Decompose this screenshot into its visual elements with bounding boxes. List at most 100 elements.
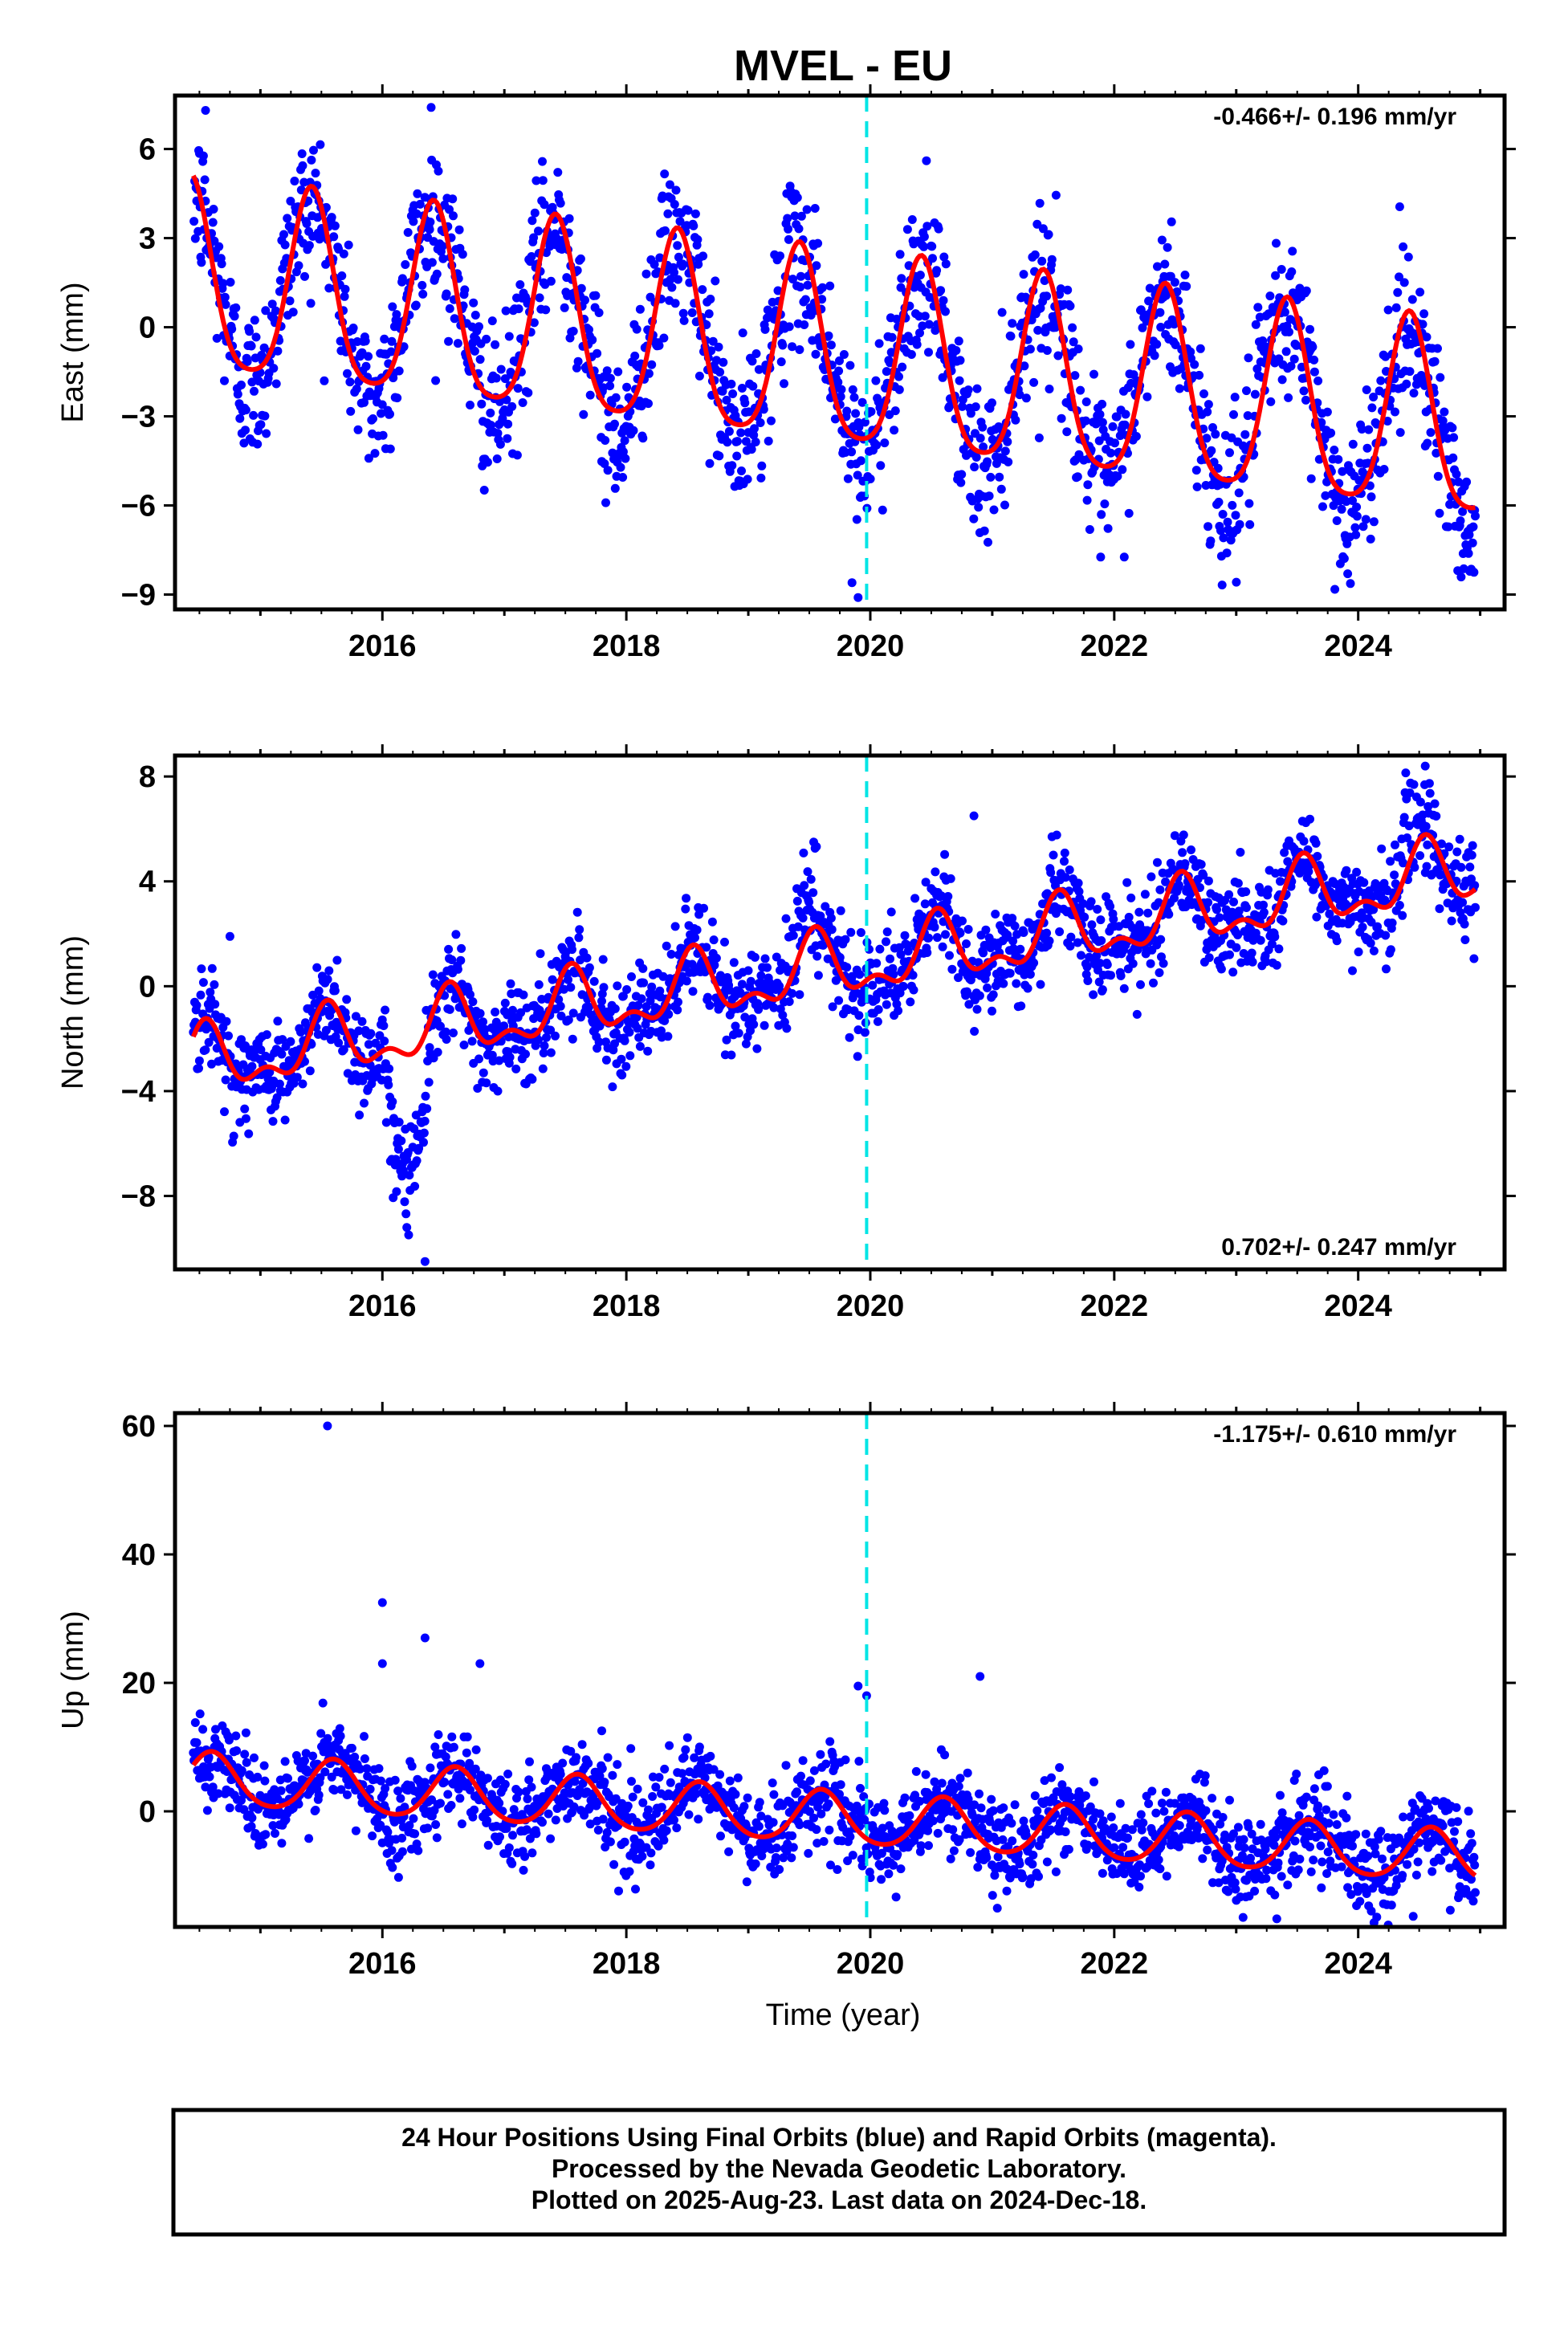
position-point [1241,887,1251,897]
position-point [534,1035,543,1045]
position-point [943,892,953,901]
y-tick-label: 8 [139,760,156,794]
position-point [1358,522,1368,532]
position-point [1352,511,1362,521]
position-point [292,1073,302,1082]
position-point [1419,309,1429,319]
position-point [647,360,657,369]
position-point [299,177,309,187]
position-point [1020,361,1029,371]
position-point [711,356,721,365]
position-point [413,189,422,198]
position-point [1008,944,1018,953]
position-point [405,1171,414,1180]
position-point [757,461,767,470]
position-point [860,418,870,427]
position-point [927,242,937,251]
position-point [966,409,975,418]
position-point [1339,554,1349,564]
position-point [760,954,770,963]
position-point [725,1776,735,1786]
position-point [1224,890,1234,899]
position-point [673,241,682,251]
position-point [468,997,478,1007]
position-point [787,1853,796,1863]
position-point [1287,267,1297,276]
position-point [479,1017,487,1027]
position-point [277,1049,287,1059]
position-point [1405,367,1415,377]
position-point [921,878,931,887]
position-point [768,1778,777,1788]
position-point [237,1766,246,1775]
position-point [902,225,912,234]
position-point [220,376,229,385]
position-point [434,1730,443,1739]
position-point [1369,517,1379,527]
position-point [1381,931,1391,940]
position-point [597,1764,607,1774]
position-point [1280,848,1289,857]
position-point [256,420,266,430]
position-point [1178,848,1187,857]
position-point [705,1000,715,1010]
position-point [393,393,402,403]
position-point [486,408,495,418]
position-point [296,185,306,195]
position-point [1458,898,1468,907]
position-point [660,1016,670,1025]
position-point [778,340,788,350]
position-point [190,234,200,243]
position-point [1190,360,1199,369]
position-point [880,438,890,448]
position-point [798,1756,808,1766]
position-point [638,963,648,973]
position-point [508,1005,517,1015]
position-point [1456,572,1466,582]
position-point [527,216,537,226]
position-point [286,1037,295,1046]
position-point [1469,568,1479,577]
position-point [716,977,726,987]
position-point [1415,797,1425,807]
position-point [1138,323,1147,332]
position-point [314,1790,324,1800]
position-point [360,336,370,346]
position-point [241,405,250,415]
y-tick-label: 4 [139,866,156,899]
position-point [432,269,442,279]
position-point [678,308,688,318]
position-point [825,1825,834,1835]
position-point [521,1049,530,1059]
position-point [1155,308,1165,317]
position-point [584,963,594,972]
position-point [221,1075,230,1085]
position-point [247,1813,257,1823]
outlier-point [853,593,863,602]
position-point [646,1860,655,1870]
outlier-point [402,1223,412,1232]
position-point [507,401,517,411]
position-point [256,1045,266,1054]
position-point [1448,423,1457,433]
position-point [351,1012,360,1021]
position-point [704,309,714,319]
position-point [1276,877,1285,886]
position-point [588,335,597,344]
position-point [546,1025,556,1035]
position-point [682,976,691,986]
position-point [1170,320,1179,329]
position-point [1373,922,1383,931]
position-point [276,1786,286,1795]
position-point [603,466,613,475]
position-point [1051,190,1061,200]
position-point [740,1012,750,1022]
position-point [304,241,314,251]
position-point [817,283,827,292]
position-point [1061,873,1070,882]
position-point [271,379,281,389]
position-point [1321,491,1330,500]
position-point [277,1839,287,1848]
position-point [378,430,388,440]
